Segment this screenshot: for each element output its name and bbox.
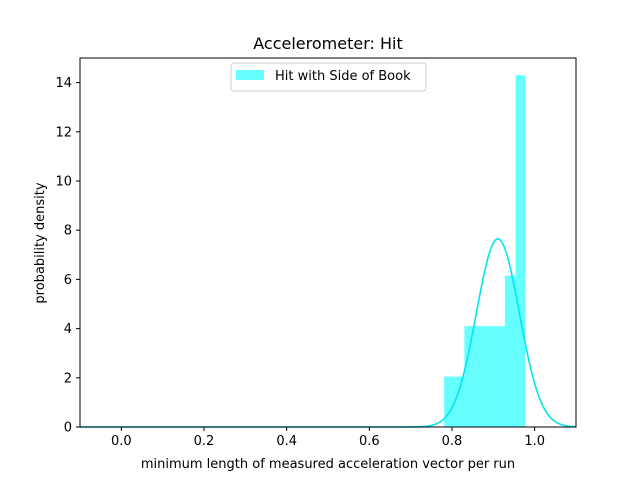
- axes-frame: [79, 57, 577, 428]
- y-tick-label-3: 6: [64, 273, 72, 288]
- legend: Hit with Side of Book: [230, 62, 427, 92]
- x-tick-label-0: 0.0: [111, 434, 132, 449]
- histogram-bar-1: [464, 326, 485, 427]
- x-tick-label-3: 0.6: [359, 434, 380, 449]
- histogram-bar-4: [515, 75, 526, 427]
- y-tick-label-7: 14: [55, 76, 72, 91]
- legend-frame: [230, 62, 427, 92]
- x-tick-label-2: 0.4: [276, 434, 297, 449]
- x-tick-label-4: 0.8: [442, 434, 463, 449]
- y-tick-label-2: 4: [64, 322, 72, 337]
- y-axis-label: probability density: [33, 182, 48, 303]
- x-axis-label: minimum length of measured acceleration …: [141, 457, 515, 472]
- legend-label: Hit with Side of Book: [275, 69, 411, 84]
- histogram-bar-2: [484, 326, 505, 427]
- chart-title: Accelerometer: Hit: [253, 34, 402, 53]
- x-tick-label-5: 1.0: [524, 434, 545, 449]
- histogram-bar-3: [504, 275, 516, 427]
- y-tick-label-5: 10: [55, 175, 72, 190]
- plot-area: 0.0 0.2 0.4 0.6 0.8 1.0 0 2 4 6 8 10 12 14: [55, 57, 577, 449]
- y-tick-label-6: 12: [55, 125, 72, 140]
- y-tick-label-0: 0: [64, 421, 72, 436]
- y-tick-label-4: 8: [64, 224, 72, 239]
- legend-swatch: [236, 70, 264, 80]
- x-tick-label-1: 0.2: [194, 434, 215, 449]
- y-tick-label-1: 2: [64, 371, 72, 386]
